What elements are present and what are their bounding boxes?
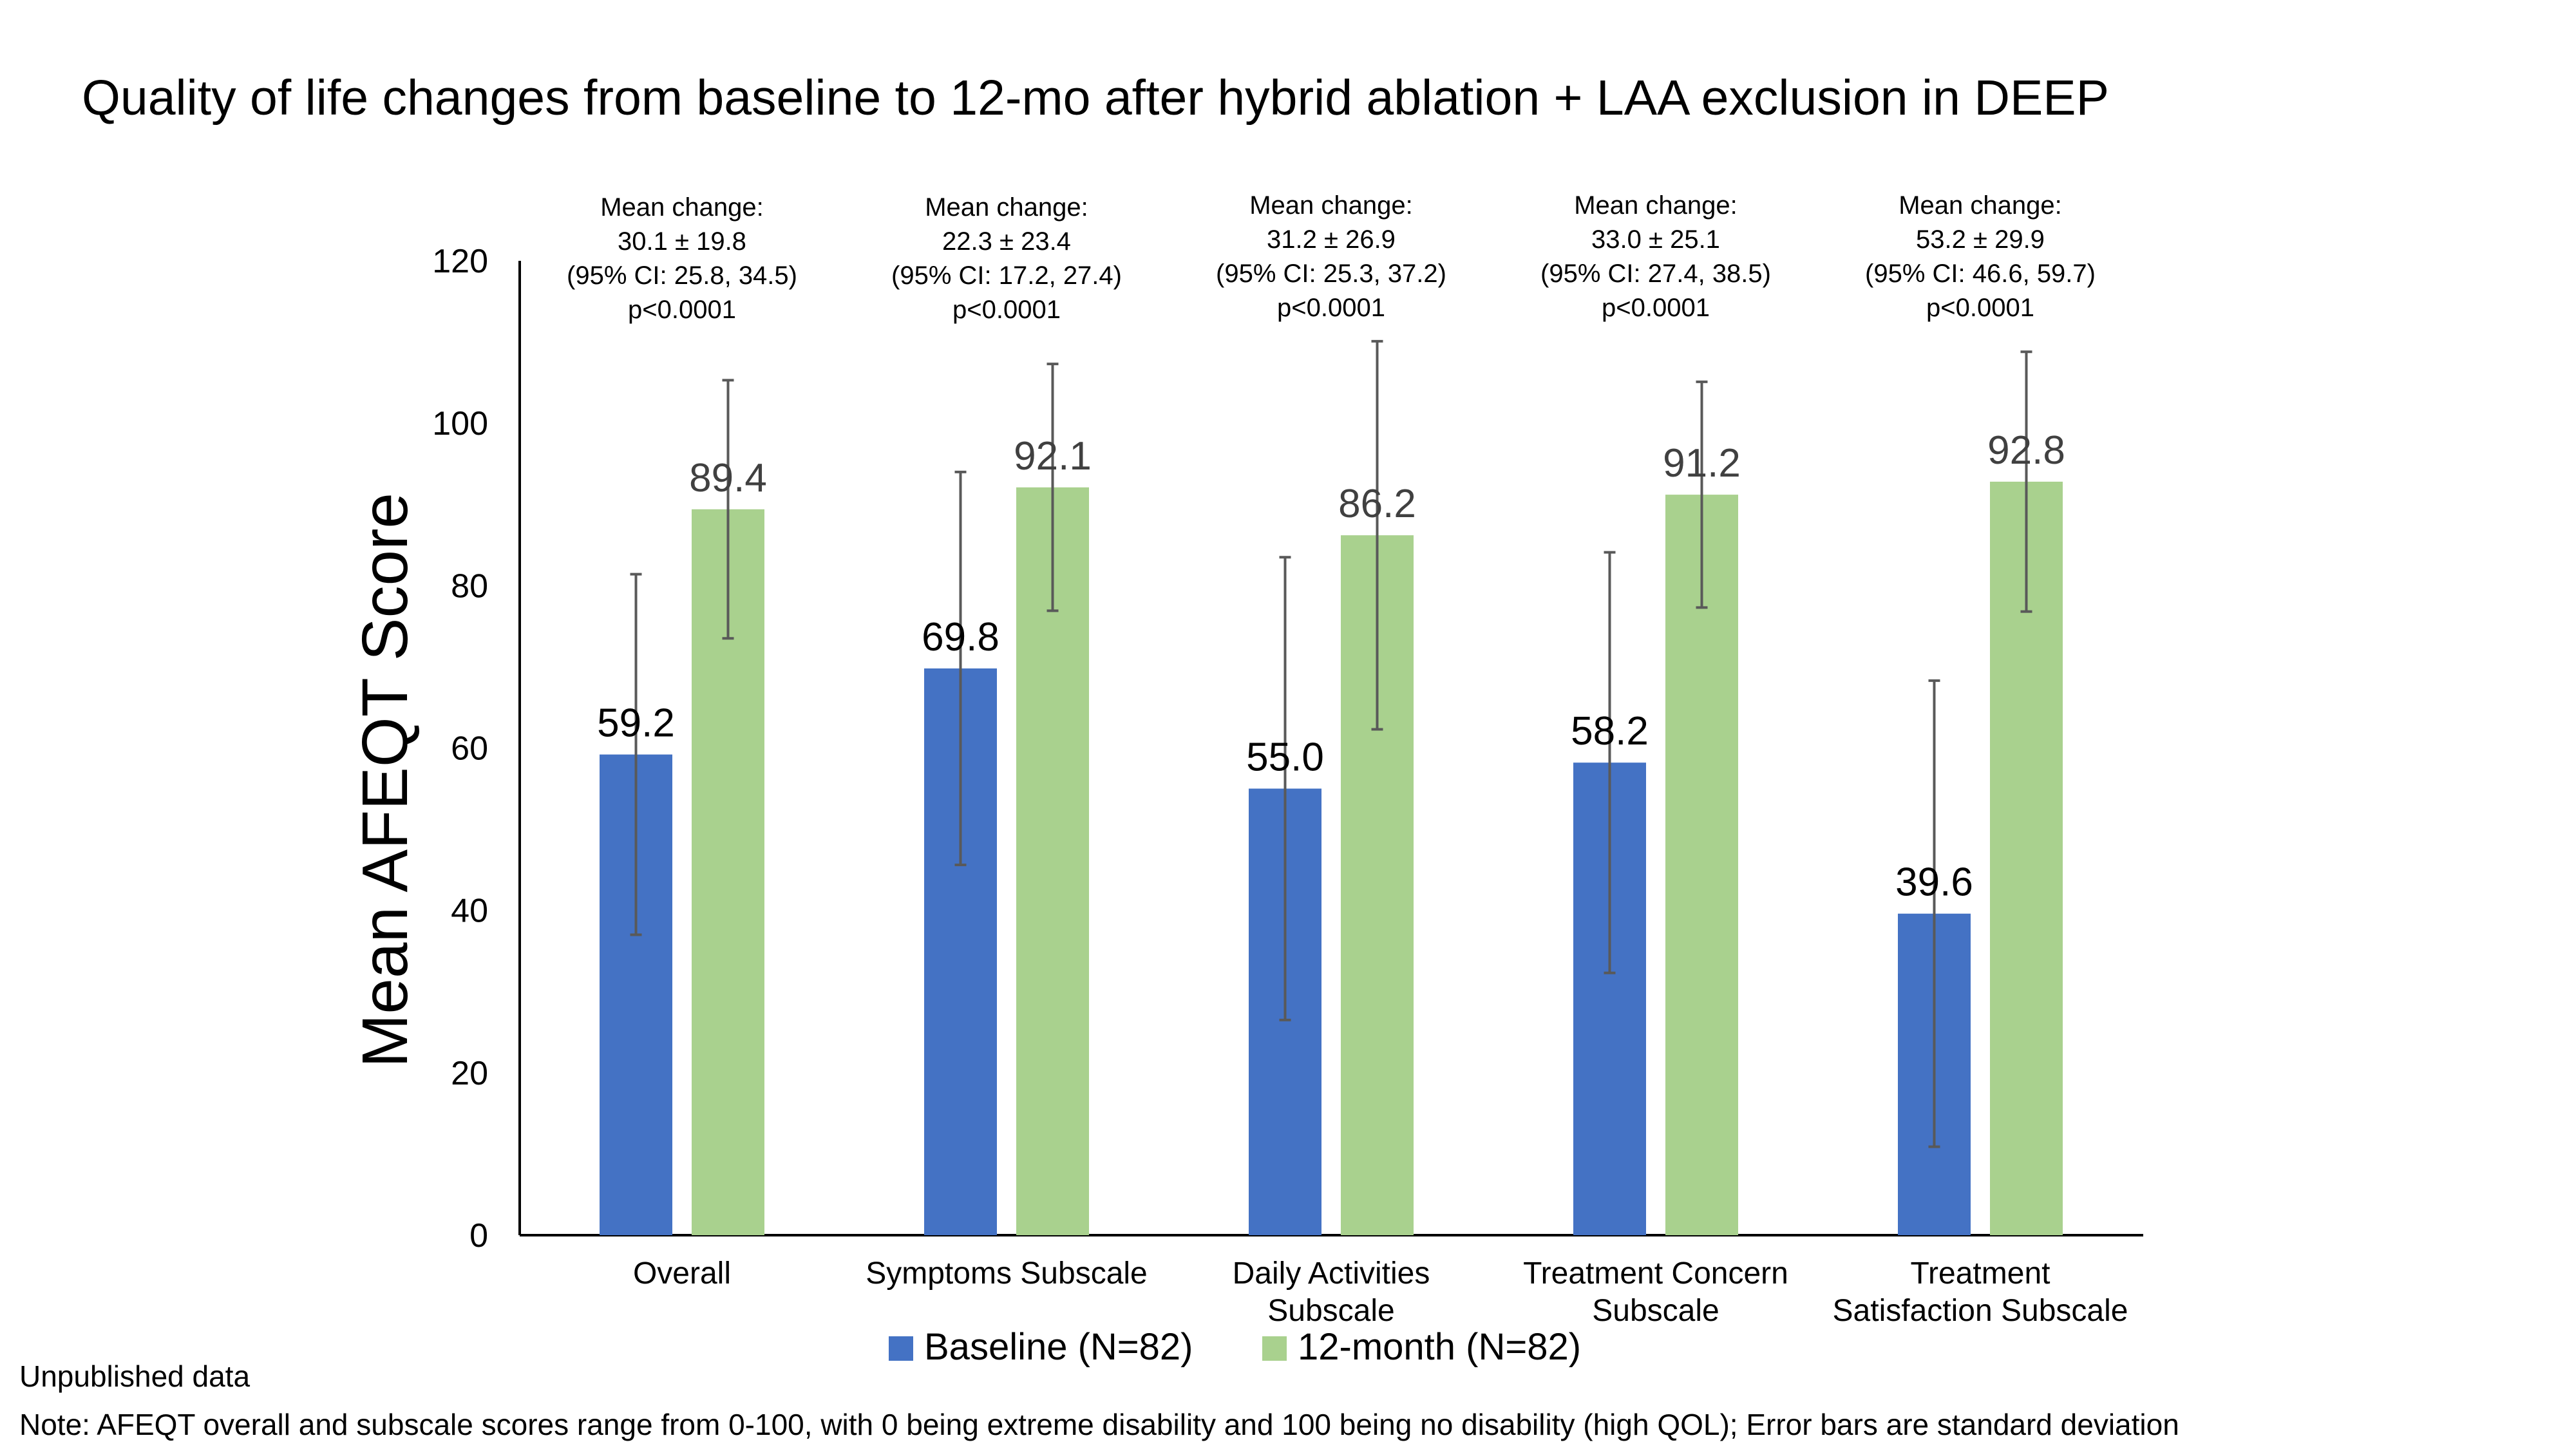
annotation-text: (95% CI: 25.3, 37.2) bbox=[1216, 260, 1446, 288]
y-tick-label: 60 bbox=[451, 730, 488, 768]
annotation-text: p<0.0001 bbox=[1926, 294, 2034, 322]
annotation-text: Mean change: bbox=[1574, 191, 1738, 220]
x-category-label: Symptoms Subscale bbox=[866, 1256, 1148, 1291]
footnote-note: Note: AFEQT overall and subscale scores … bbox=[19, 1408, 2179, 1441]
annotation-text: 30.1 ± 19.8 bbox=[618, 227, 746, 256]
legend-swatch-12-month bbox=[1262, 1336, 1287, 1361]
annotation-text: 22.3 ± 23.4 bbox=[942, 227, 1071, 256]
annotation-text: p<0.0001 bbox=[1277, 294, 1385, 322]
annotation-text: 33.0 ± 25.1 bbox=[1591, 225, 1720, 254]
data-label: 58.2 bbox=[1571, 709, 1649, 753]
annotation-text: (95% CI: 27.4, 38.5) bbox=[1540, 260, 1771, 288]
x-category-label: Overall bbox=[633, 1256, 731, 1291]
y-axis-title: Mean AFEQT Score bbox=[349, 493, 421, 1068]
annotation-text: (95% CI: 46.6, 59.7) bbox=[1865, 260, 2096, 288]
annotation-text: 53.2 ± 29.9 bbox=[1916, 225, 2045, 254]
annotation-text: 31.2 ± 26.9 bbox=[1267, 225, 1396, 254]
annotation-text: Mean change: bbox=[925, 193, 1088, 222]
annotation-text: (95% CI: 17.2, 27.4) bbox=[891, 261, 1122, 290]
data-label: 69.8 bbox=[922, 615, 999, 659]
data-label: 92.8 bbox=[1987, 428, 2065, 473]
y-tick-label: 120 bbox=[432, 243, 488, 280]
y-tick-label: 80 bbox=[451, 567, 488, 605]
data-label: 59.2 bbox=[597, 701, 675, 746]
data-label: 92.1 bbox=[1014, 434, 1092, 478]
data-label: 91.2 bbox=[1663, 441, 1741, 486]
legend-label-12-month: 12-month (N=82) bbox=[1298, 1326, 1581, 1368]
x-category-label: Subscale bbox=[1592, 1294, 1719, 1328]
legend-label-baseline: Baseline (N=82) bbox=[924, 1326, 1193, 1368]
annotation-text: p<0.0001 bbox=[628, 296, 736, 324]
bar-12-month bbox=[1665, 495, 1738, 1235]
data-label: 89.4 bbox=[689, 456, 767, 500]
annotation-text: Mean change: bbox=[1899, 191, 2062, 220]
x-category-label: Treatment bbox=[1911, 1256, 2050, 1291]
y-tick-label: 0 bbox=[469, 1217, 488, 1255]
annotation-text: (95% CI: 25.8, 34.5) bbox=[567, 261, 797, 290]
x-category-label: Satisfaction Subscale bbox=[1833, 1294, 2128, 1328]
annotation-text: Mean change: bbox=[600, 193, 764, 222]
footnote-unpublished: Unpublished data bbox=[19, 1359, 251, 1393]
annotation-text: Mean change: bbox=[1249, 191, 1413, 220]
data-label: 39.6 bbox=[1895, 860, 1973, 905]
page-title: Quality of life changes from baseline to… bbox=[82, 70, 2110, 126]
data-label: 86.2 bbox=[1338, 482, 1416, 526]
y-tick-label: 40 bbox=[451, 893, 488, 930]
x-category-label: Treatment Concern bbox=[1523, 1256, 1788, 1291]
annotation-text: p<0.0001 bbox=[952, 296, 1061, 324]
x-category-label: Daily Activities bbox=[1233, 1256, 1430, 1291]
y-tick-label: 20 bbox=[451, 1055, 488, 1092]
annotation-text: p<0.0001 bbox=[1602, 294, 1710, 322]
legend-swatch-baseline bbox=[889, 1336, 913, 1361]
x-category-label: Subscale bbox=[1267, 1294, 1394, 1328]
data-label: 55.0 bbox=[1246, 735, 1324, 780]
y-tick-label: 100 bbox=[432, 405, 488, 442]
